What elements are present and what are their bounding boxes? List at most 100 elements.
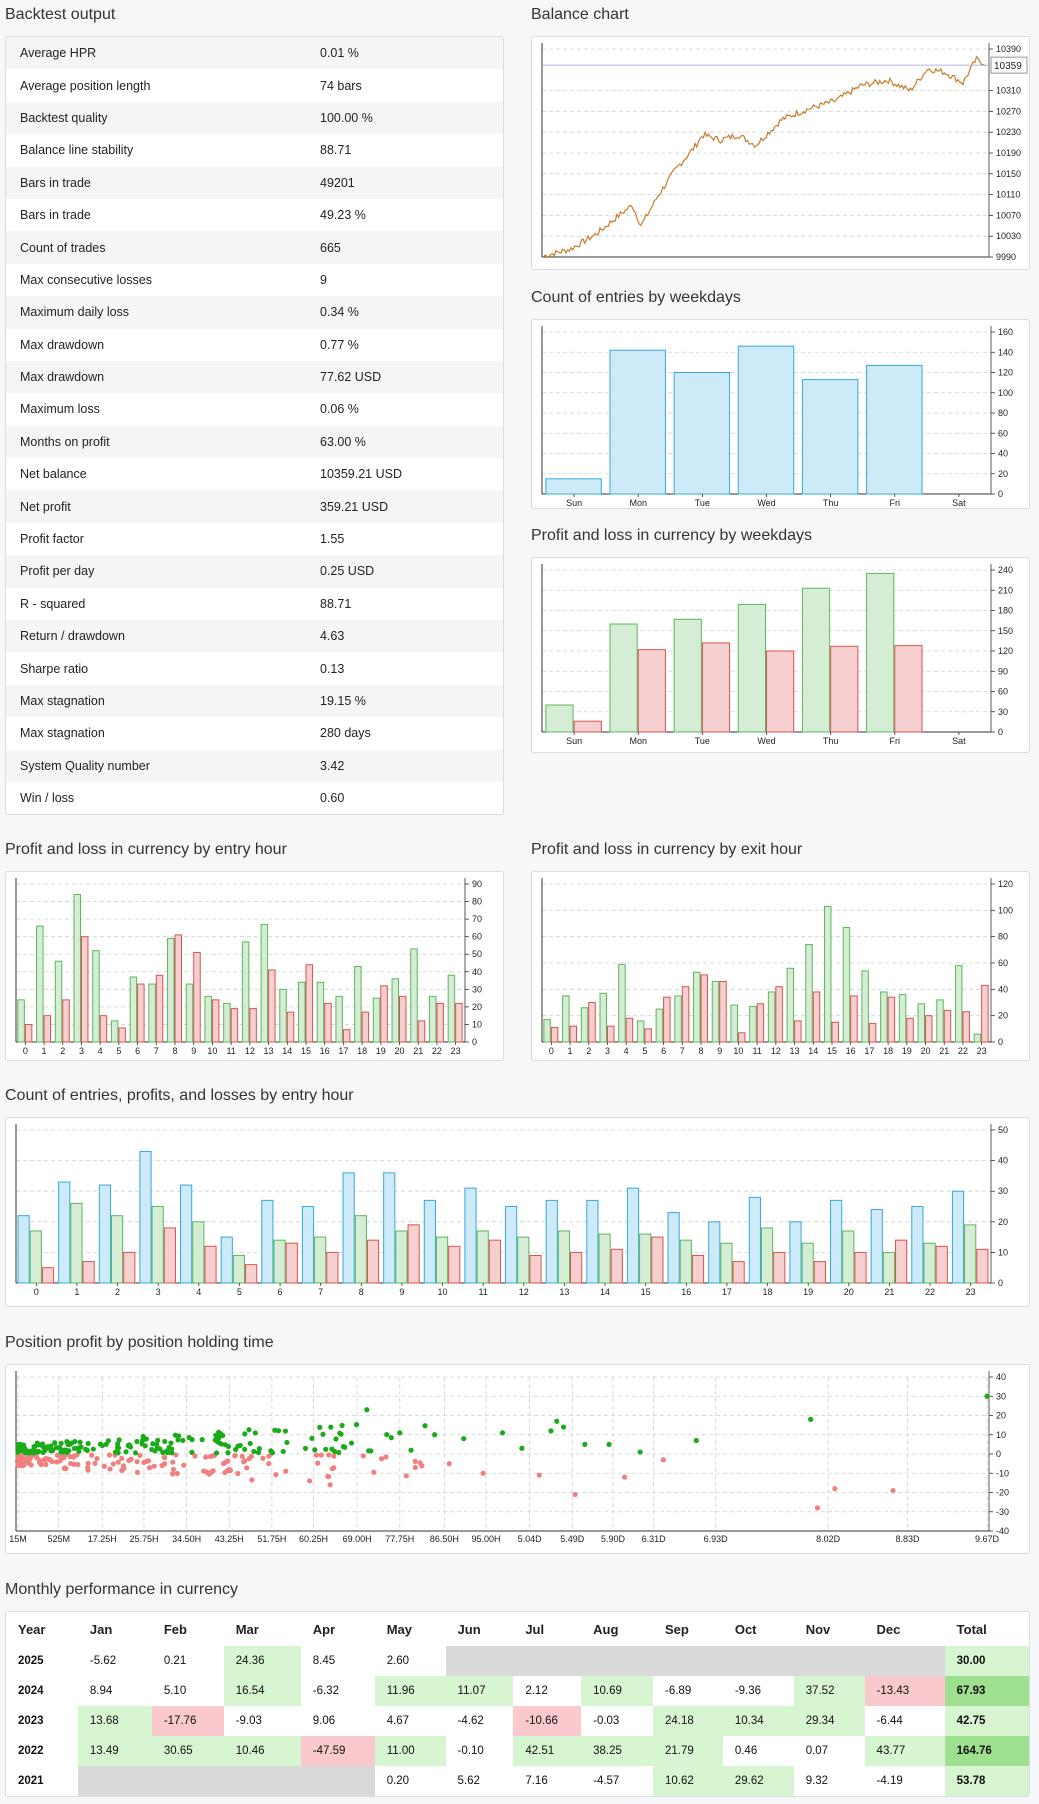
loss-point [814,1505,821,1511]
bar [123,1251,136,1284]
bar [880,991,888,1043]
monthly-cell: 11.07 [445,1676,514,1706]
monthly-year: 2021 [18,1775,44,1787]
profit-point [172,1432,179,1438]
profit-point [60,1449,66,1455]
x-tick-label: 95.00H [472,1534,501,1544]
stats-label: Max drawdown [20,337,105,352]
y-tick-label: 50 [998,1125,1008,1135]
bar [756,1003,765,1043]
stats-label: System Quality number [6,749,306,782]
y-tick-label: 10390 [996,44,1021,54]
bar [981,984,989,1043]
x-tick-label: 7 [154,1046,159,1056]
bar [17,999,25,1043]
x-tick-label: 13 [559,1287,569,1297]
profit-point [134,1438,140,1445]
bar [391,978,400,1043]
x-tick-label: 25.75H [129,1534,158,1544]
stats-row: Win / loss 0.60 [6,782,503,814]
x-tick-label: 21 [413,1046,423,1056]
bar [80,936,89,1043]
loss-point [85,1460,91,1466]
y-tick-label: 80 [998,932,1008,942]
monthly-total: 42.75 [944,1706,1029,1736]
loss-point [204,1469,210,1475]
profit-point [554,1418,560,1424]
x-tick-label: 34.50H [172,1534,201,1544]
bar [737,1032,746,1043]
bar [954,965,963,1043]
profit-point [168,1450,174,1456]
profit-point [339,1422,345,1429]
stats-row: Max stagnation 280 days [6,717,503,749]
stats-row: Max consecutive losses 9 [6,264,503,296]
x-tick-label: Thu [823,498,839,508]
x-tick-label: 8 [699,1046,704,1056]
profit-point [606,1441,612,1447]
x-tick-label: 19 [376,1046,386,1056]
x-tick-label: Sun [566,498,582,508]
profit-point [155,1437,161,1443]
bar [464,1187,477,1284]
y-tick-label: 180 [998,606,1013,616]
profit-point [76,1448,82,1454]
monthly-cell: 13.49 [77,1736,152,1766]
bar [167,937,175,1043]
monthly-cell: 29.62 [722,1766,794,1796]
bar [861,970,869,1043]
profit-point [90,1446,96,1452]
monthly-cell: 0.46 [722,1736,794,1766]
monthly-cell: -9.03 [223,1706,301,1736]
stats-label: Profit per day [6,555,306,588]
bar [598,1233,611,1284]
pl-exit-hour-title: Profit and loss in currency by exit hour [531,841,803,858]
bar [163,1227,176,1284]
bar [448,1245,461,1284]
loss-point [419,1463,425,1469]
loss-point [331,1465,337,1471]
loss-point [25,1455,31,1462]
profit-point [43,1445,49,1452]
profit-point [115,1441,121,1447]
monthly-cell: 9.32 [793,1766,865,1796]
position-profit-title: Position profit by position holding time [5,1334,274,1351]
bar [870,1209,883,1284]
profit-point [116,1437,122,1443]
loss-point [446,1461,452,1467]
bar [314,1236,327,1284]
profit-point [175,1437,181,1443]
bar [898,994,907,1043]
y-tick-label: 150 [998,626,1013,636]
stats-row: R - squared 88.71 [6,588,503,620]
profit-point [115,1445,122,1451]
profit-point [282,1428,289,1434]
loss-point [174,1470,180,1477]
monthly-cell: -0.03 [581,1706,653,1736]
x-tick-label: 7 [318,1287,323,1297]
loss-point [145,1458,152,1464]
monthly-cell: 13.68 [77,1706,152,1736]
stats-value: 665 [306,231,503,264]
bar [220,1236,233,1284]
x-tick-label: 13 [264,1046,274,1056]
profit-point [139,1437,146,1444]
bar [850,995,858,1043]
bar [943,1009,952,1043]
x-tick-label: 17 [338,1046,348,1056]
x-tick-label: 525M [47,1534,70,1544]
monthly-panel: Year Jan Feb Mar Apr May Jun Jul Aug Sep Oct Nov Dec… [5,1611,1030,1797]
bar [268,969,276,1043]
loss-point [94,1456,100,1462]
y-tick-label: 60 [998,428,1008,438]
stats-value: 63.00 % [306,425,503,459]
bar [550,1027,559,1043]
stats-row: Profit factor 1.55 [6,523,503,555]
loss-point [115,1459,121,1465]
monthly-cell [653,1646,723,1676]
position-profit-panel: 40 30 20 10 0 -10 -20 -30 -40 15M 525M 17.25H 25.75H… [5,1364,1030,1554]
bar [435,1236,449,1284]
profit-point [31,1450,37,1456]
bar [305,964,313,1043]
monthly-cell: -4.57 [581,1766,653,1796]
